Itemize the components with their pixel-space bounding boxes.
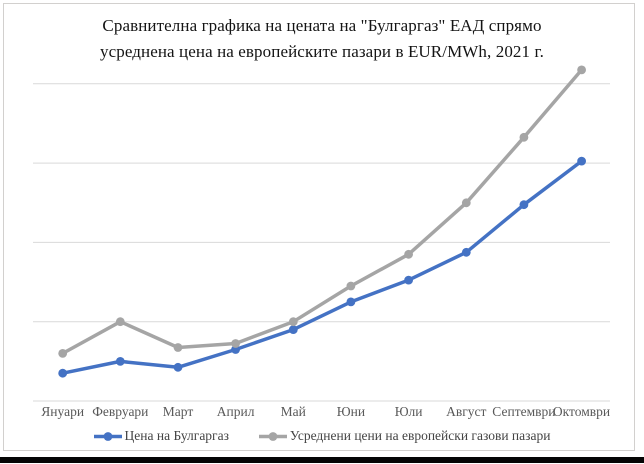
data-point-marker: [519, 132, 529, 142]
window-bottom-edge: [0, 457, 644, 463]
x-axis-label: Юли: [394, 404, 423, 419]
data-point-marker: [461, 198, 471, 208]
legend-line-marker-swatch: [93, 431, 122, 441]
x-axis-label: Април: [216, 404, 255, 419]
data-point-marker: [231, 339, 241, 348]
data-point-marker: [346, 297, 356, 307]
x-axis-label: Август: [446, 404, 487, 419]
data-point-marker: [58, 368, 68, 378]
series-line-0: [60, 159, 584, 375]
data-point-marker: [288, 317, 298, 327]
data-point-marker: [404, 249, 413, 259]
x-axis-label: Февруари: [92, 404, 149, 419]
x-axis-label: Септември: [492, 404, 556, 419]
legend-item-0: Цена на Булгаргаз: [93, 428, 229, 444]
legend: Цена на Булгаргаз Усреднени цени на европ…: [0, 428, 644, 444]
x-axis-label: Юни: [336, 404, 366, 419]
chart-frame[interactable]: [3, 3, 635, 451]
data-point-marker: [519, 200, 529, 210]
chart-title-line2: усреднена цена на европейските пазари в …: [100, 42, 544, 61]
legend-item-1: Усреднени цени на европейски газови паза…: [258, 428, 551, 444]
data-point-marker: [577, 156, 586, 166]
data-point-marker: [288, 325, 298, 334]
x-axis-label: Октомври: [552, 404, 611, 419]
data-point-marker: [115, 357, 125, 366]
data-point-marker: [173, 362, 183, 372]
data-point-marker: [461, 247, 471, 257]
data-point-marker: [577, 65, 586, 75]
data-point-marker: [173, 343, 183, 352]
chart-title-line1: Сравнителна графика на цената на "Булгар…: [102, 16, 542, 35]
data-point-marker: [404, 275, 413, 285]
data-point-marker: [115, 317, 125, 327]
x-axis-label: Януари: [41, 404, 85, 419]
data-point-marker: [346, 281, 356, 291]
legend-line-marker-swatch: [258, 431, 287, 441]
legend-label: Усреднени цени на европейски газови паза…: [289, 428, 551, 443]
legend-label: Цена на Булгаргаз: [124, 428, 229, 443]
x-axis-label: Май: [280, 404, 306, 419]
series-line-1: [60, 68, 584, 356]
x-axis-label: Март: [162, 404, 194, 419]
chart-title: Сравнителна графика на цената на "Булгар…: [0, 13, 644, 65]
data-point-marker: [58, 349, 68, 358]
